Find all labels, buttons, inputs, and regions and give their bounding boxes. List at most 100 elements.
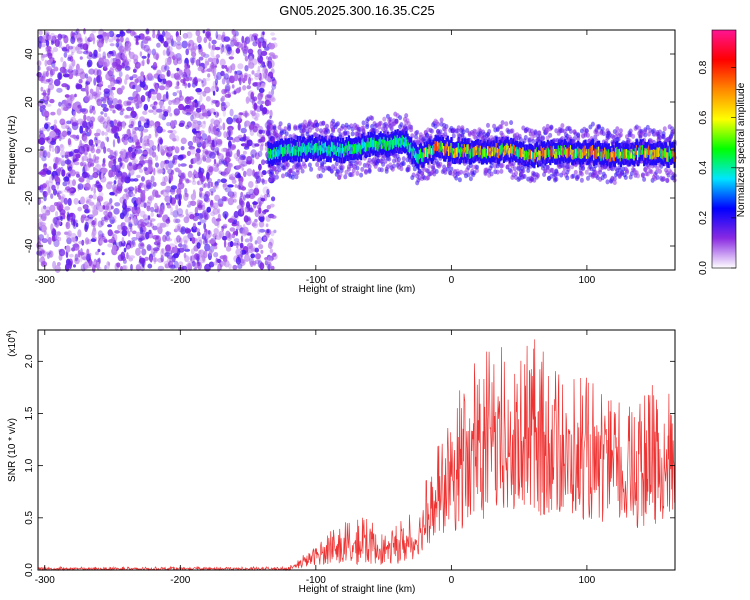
spectrogram-noise-cell [106,148,111,152]
spectrogram-noise-cell [86,146,90,152]
spectrogram-noise-cell [267,178,272,183]
spectrogram-noise-cell [114,132,119,139]
spectrogram-noise-cell [170,35,174,42]
spectrogram-noise-cell [155,235,160,240]
spectrogram-noise-cell [184,187,188,195]
spectrogram-noise-cell [248,62,255,69]
spectrogram-noise-cell [243,133,247,142]
spectrogram-noise-cell [149,220,153,227]
spectrogram-noise-cell [199,187,204,192]
spectrogram-band-peak [482,148,485,159]
spectrogram-noise-cell [147,263,153,269]
spectrogram-band-peak [346,145,349,155]
spectrogram-noise-cell [138,237,143,243]
spectrogram-noise-cell [195,29,201,37]
spectrogram-noise-cell [234,184,238,188]
spectrogram-band-peak [654,149,657,160]
spectrogram-noise-cell [254,152,260,160]
spectrogram-noise-cell [204,238,208,244]
spectrogram-noise-cell [248,181,254,188]
spectrogram-band-peak [280,144,283,155]
spectrogram-noise-cell [214,78,219,86]
spectrogram-band-peak [357,142,360,152]
spectrogram-noise-cell [114,202,121,207]
spectrogram-noise-cell [48,249,52,259]
spectrogram-noise-cell [260,249,264,254]
spectrogram-noise-cell [270,88,275,96]
spectrogram-noise-cell [58,101,62,107]
spectrogram-noise-cell [178,170,181,176]
spectrogram-band-peak [368,141,371,152]
spectrogram-noise-cell [93,77,97,86]
spectrogram-band-peak [293,144,296,155]
spectrogram-band-peak [384,140,387,150]
spectrogram-noise-cell [107,123,111,130]
spectrogram-noise-cell [143,44,150,52]
spectrogram-noise-cell [76,173,80,178]
spectrogram-noise-cell [146,244,152,252]
spectrogram-noise-cell [61,83,68,88]
spectrogram-noise-cell [70,169,76,177]
spectrogram-noise-cell [73,219,76,227]
spectrogram-noise-cell [77,206,82,212]
spectrogram-noise-cell [157,214,162,218]
spectrogram-noise-cell [204,58,208,66]
spectrogram-noise-cell [169,188,176,193]
spectrogram-noise-cell [86,76,93,83]
spectrogram-band-cell [294,174,299,180]
spectrogram-noise-cell [187,232,194,240]
spectrogram-noise-cell [102,61,108,69]
spectrogram-noise-cell [207,230,211,235]
spectrogram-noise-cell [256,236,262,245]
spectrogram-noise-cell [230,49,235,56]
spectrogram-band-cell [281,173,285,179]
spectrogram-band-cell [655,165,660,171]
spectrogram-noise-cell [131,159,136,166]
spectrogram-noise-cell [191,57,195,66]
spectrogram-noise-cell [229,240,234,248]
spectrogram-noise-cell [41,104,46,110]
spectrogram-band-peak [429,145,432,156]
spectrogram-noise-cell [181,71,188,79]
spectrogram-band-peak [602,150,605,161]
spectrogram-band-cell [278,121,283,127]
spectrogram-noise-cell [69,212,74,217]
spectrogram-noise-cell [229,227,236,232]
spectrogram-noise-cell [164,175,168,183]
spectrogram-band-peak [645,148,648,159]
spectrogram-band-cell [618,128,623,134]
spectrogram-band-peak [628,150,631,161]
spectrogram-noise-cell [215,100,220,108]
spectrogram-noise-cell [257,73,261,79]
spectrogram-noise-cell [64,206,71,211]
spectrogram-noise-cell [147,94,151,103]
spectrogram-band-cell [355,170,360,176]
spectrogram-noise-cell [119,36,124,43]
spectrogram-band-cell [468,176,473,182]
spectrogram-noise-cell [228,56,234,60]
spectrogram-band-cell [449,166,454,172]
spectrogram-noise-cell [107,84,112,89]
spectrogram-noise-cell [117,157,122,163]
spectrogram-band-peak [590,145,593,156]
spectrogram-band-peak [582,148,585,159]
spectrogram-noise-cell [137,120,142,128]
spectrogram-band-peak [332,142,335,152]
spectrogram-band-cell [315,162,320,167]
spectrogram-band-cell [344,169,349,175]
spectrogram-band-cell [315,122,320,128]
spectrogram-band-cell [307,162,312,168]
spectrogram-noise-cell [155,108,163,113]
spectrogram-band-peak [279,144,282,155]
spectrogram-band-cell [658,129,662,135]
spectrogram-noise-cell [230,145,236,151]
spectrogram-noise-cell [85,200,90,204]
spectrogram-band-cell [628,128,633,134]
spectrogram-noise-cell [128,257,134,262]
spectrogram-noise-cell [211,139,215,148]
spectrogram-noise-cell [79,56,83,60]
spectrogram-noise-cell [67,179,74,189]
spectrogram-noise-cell [141,229,145,235]
spectrogram-band-peak [291,146,294,157]
spectrogram-noise-cell [225,51,231,56]
